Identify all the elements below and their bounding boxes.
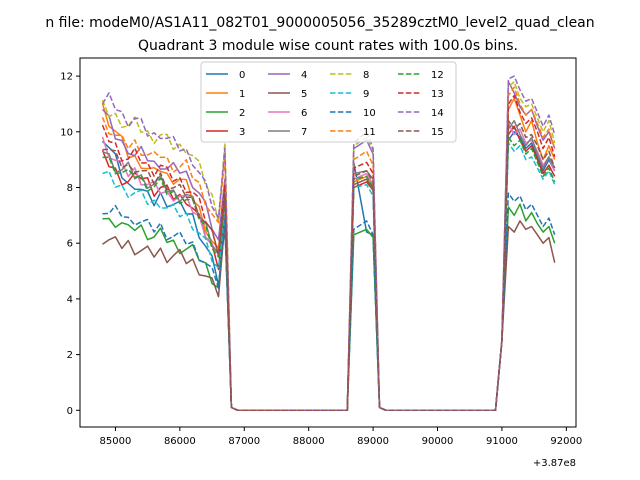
y-tick-label: 4 — [67, 294, 73, 305]
x-tick-label: 88000 — [293, 436, 325, 447]
series-line-11 — [101, 86, 556, 412]
chart-title: Quadrant 3 module wise count rates with … — [138, 38, 518, 54]
legend-label-13: 13 — [431, 89, 444, 100]
y-axis: 0 2 4 6 8 10 12 — [60, 72, 80, 417]
series-line-3 — [101, 125, 556, 412]
legend-label-6: 6 — [301, 108, 307, 119]
legend-label-12: 12 — [431, 70, 444, 81]
series-line-5 — [102, 178, 556, 412]
series-line-15 — [102, 119, 556, 412]
y-tick-label: 10 — [60, 127, 73, 138]
series-line-2 — [102, 203, 556, 412]
legend-label-11: 11 — [363, 127, 376, 138]
series-layer — [101, 75, 556, 412]
series-line-9 — [102, 142, 556, 412]
legend-label-7: 7 — [301, 127, 307, 138]
series-line-8 — [101, 80, 556, 412]
y-tick-label: 8 — [67, 183, 73, 194]
legend-label-4: 4 — [301, 70, 307, 81]
y-tick-label: 12 — [60, 72, 73, 83]
x-tick-label: 85000 — [100, 436, 132, 447]
legend-label-5: 5 — [301, 89, 307, 100]
x-offset-text: +3.87e8 — [533, 458, 576, 469]
figure-suptitle: n file: modeM0/AS1A11_082T01_9000005056_… — [45, 15, 594, 31]
legend-label-2: 2 — [239, 108, 245, 119]
legend-label-0: 0 — [239, 70, 245, 81]
y-tick-label: 2 — [67, 350, 73, 361]
x-axis: 85000 86000 87000 88000 89000 90000 91000 92000 — [100, 427, 582, 447]
y-tick-label: 0 — [67, 406, 73, 417]
series-line-13 — [101, 94, 556, 412]
x-tick-label: 86000 — [164, 436, 196, 447]
x-tick-label: 89000 — [357, 436, 389, 447]
x-tick-label: 90000 — [422, 436, 454, 447]
legend-box — [200, 61, 457, 143]
legend-label-3: 3 — [239, 127, 245, 138]
legend-label-14: 14 — [431, 108, 444, 119]
plot-frame — [79, 57, 577, 428]
series-line-10 — [102, 192, 556, 412]
legend-label-10: 10 — [363, 108, 376, 119]
series-line-7 — [102, 119, 556, 412]
legend-label-15: 15 — [431, 127, 444, 138]
legend-label-9: 9 — [363, 89, 369, 100]
y-tick-label: 6 — [67, 239, 73, 250]
series-line-14 — [101, 75, 556, 412]
legend-label-8: 8 — [363, 70, 369, 81]
x-tick-label: 87000 — [228, 436, 260, 447]
legend-label-1: 1 — [239, 89, 245, 100]
x-tick-label: 91000 — [486, 436, 518, 447]
x-tick-label: 92000 — [550, 436, 582, 447]
series-line-1 — [101, 97, 556, 412]
